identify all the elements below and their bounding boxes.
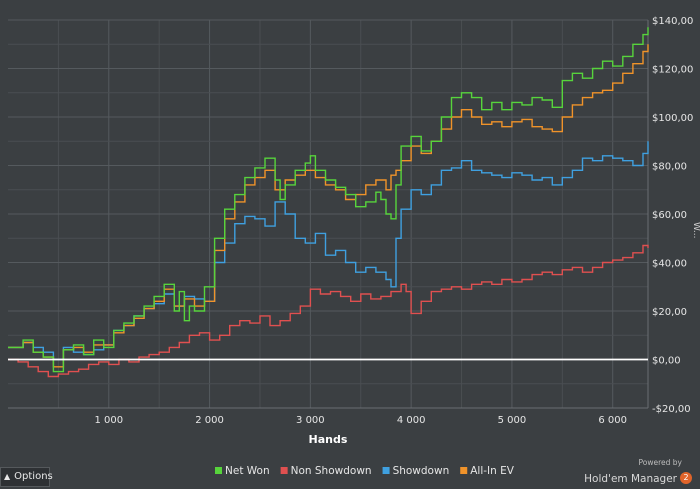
- x-tick-label: 3 000: [296, 415, 325, 426]
- x-tick-label: 2 000: [195, 415, 224, 426]
- series-lines: [8, 27, 649, 378]
- y-tick-label: $40,00: [652, 259, 687, 270]
- x-tick-label: 1 000: [94, 415, 123, 426]
- y-tick-label: $20,00: [652, 307, 687, 318]
- legend-swatch: [382, 467, 390, 474]
- caret-up-icon: ▲: [4, 472, 11, 481]
- y-tick-label: $140,00: [652, 16, 693, 27]
- legend-swatch: [460, 467, 468, 474]
- x-tick-label: 6 000: [598, 415, 627, 426]
- legend-label: Non Showdown: [291, 465, 372, 477]
- y-tick-label: $120,00: [652, 65, 693, 76]
- brand-name: Hold'em Manager: [584, 473, 677, 485]
- legend-label: All-In EV: [470, 465, 515, 477]
- y-tick-label: -$20,00: [652, 404, 691, 415]
- x-tick-label: 4 000: [397, 415, 426, 426]
- y-axis-side-label: W...: [691, 222, 700, 238]
- brand-logo: Powered by Hold'em Manager 2: [584, 458, 692, 486]
- legend-label: Showdown: [393, 465, 450, 477]
- series-line-net-won: [8, 27, 649, 373]
- legend-swatch: [280, 467, 288, 474]
- series-line-non-showdown: [8, 244, 649, 378]
- brand-badge: 2: [680, 471, 692, 484]
- powered-by-text: Powered by: [638, 458, 682, 467]
- legend-label: Net Won: [225, 465, 270, 477]
- y-tick-label: $0,00: [652, 356, 681, 367]
- y-tick-label: $100,00: [652, 113, 693, 124]
- y-tick-label: $60,00: [652, 210, 687, 221]
- x-tick-labels: 1 000 2 000 3 000 4 000 5 000 6 000: [94, 415, 627, 426]
- y-tick-label: $80,00: [652, 162, 687, 173]
- y-tick-labels: -$20,00 $0,00 $20,00 $40,00 $60,00 $80,00 $100…: [652, 16, 693, 415]
- options-label: Options: [14, 471, 53, 482]
- x-axis-title: Hands: [309, 433, 348, 446]
- x-tick-label: 5 000: [498, 415, 527, 426]
- options-button[interactable]: ▲ Options: [0, 467, 53, 487]
- legend-swatch: [215, 467, 222, 474]
- legend: Net Won Non Showdown Showdown All-In EV: [215, 465, 515, 477]
